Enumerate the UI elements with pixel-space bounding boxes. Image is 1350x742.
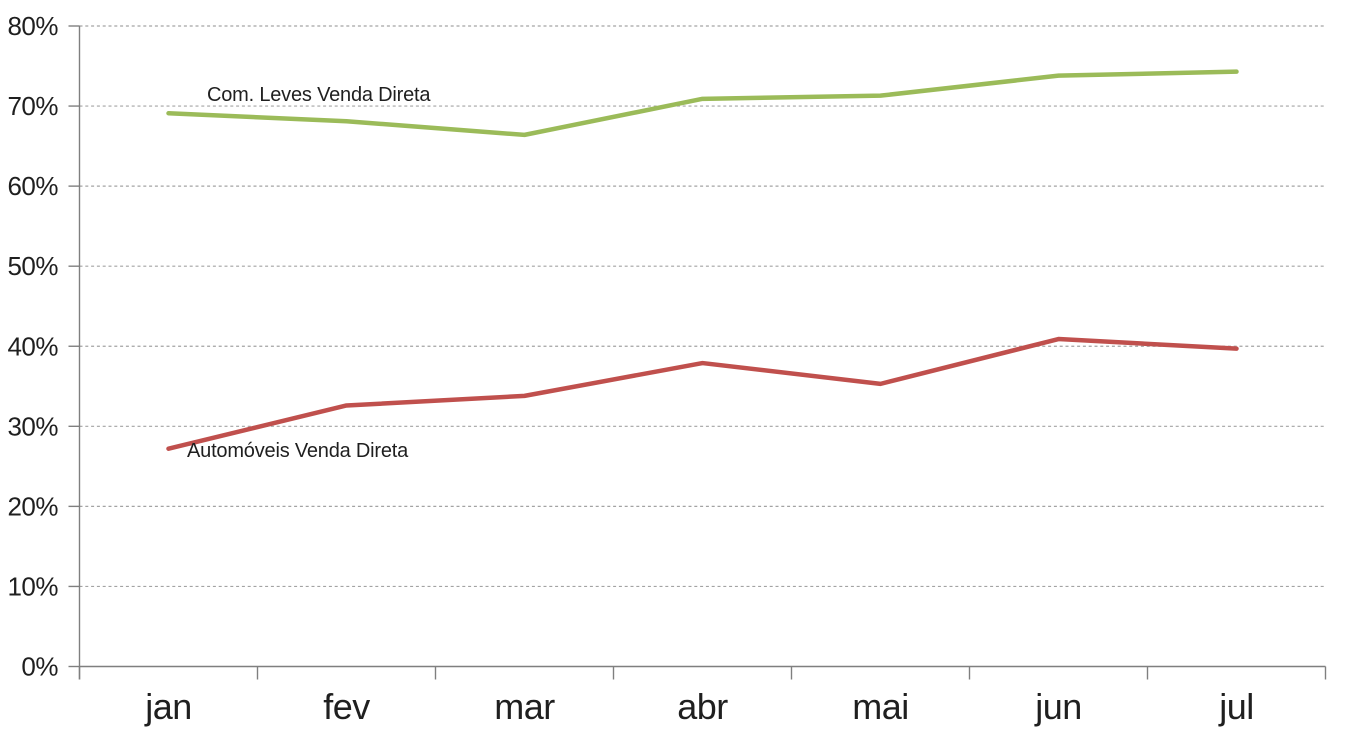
series-label-automoveis: Automóveis Venda Direta	[187, 440, 409, 462]
x-tick-label: mai	[852, 686, 909, 727]
y-tick-label: 80%	[7, 11, 58, 41]
y-tick-label: 60%	[7, 171, 58, 201]
x-tick-label: mar	[494, 686, 555, 727]
axes	[78, 26, 1326, 680]
y-tick-label: 50%	[7, 251, 58, 281]
y-tick-label: 40%	[7, 331, 58, 361]
y-tick-label: 70%	[7, 91, 58, 121]
series-label-com-leves: Com. Leves Venda Direta	[207, 84, 431, 106]
y-tick-label: 30%	[7, 411, 58, 441]
y-ticks: 0% 10% 20% 30% 40% 50% 60% 70% 80%	[7, 11, 80, 682]
x-tick-label: fev	[323, 686, 370, 727]
x-tick-label: jul	[1218, 686, 1254, 727]
y-tick-label: 10%	[7, 571, 58, 601]
y-tick-label: 0%	[21, 652, 58, 682]
x-tick-label: jun	[1034, 686, 1082, 727]
series-line-1	[166, 336, 1239, 451]
series-line-0	[166, 69, 1239, 138]
x-ticks: jan fev mar abr mai jun jul	[78, 666, 1327, 727]
y-gridlines	[79, 25, 1326, 588]
y-tick-label: 20%	[7, 491, 58, 521]
x-tick-label: jan	[144, 686, 192, 727]
x-tick-label: abr	[677, 686, 728, 727]
